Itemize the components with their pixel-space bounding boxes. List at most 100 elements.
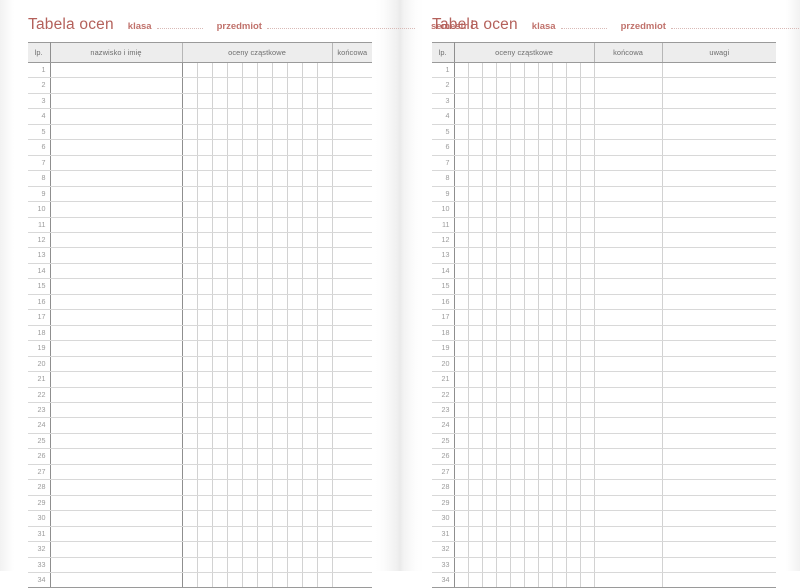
cell-grade[interactable] [467, 170, 482, 187]
cell-grade[interactable] [537, 557, 552, 573]
cell-grade[interactable] [256, 93, 272, 110]
cell-grade[interactable] [316, 278, 333, 295]
cell-notes[interactable] [661, 263, 777, 280]
cell-grade[interactable] [495, 93, 510, 110]
cell-grade[interactable] [241, 217, 257, 233]
cell-grade[interactable] [579, 510, 595, 527]
cell-grade[interactable] [196, 356, 212, 373]
cell-grade[interactable] [211, 387, 227, 403]
cell-grade[interactable] [565, 433, 580, 450]
cell-grade[interactable] [256, 479, 272, 496]
klasa-input[interactable] [560, 18, 607, 29]
cell-grade[interactable] [579, 278, 595, 295]
cell-grade[interactable] [579, 170, 595, 187]
cell-final-grade[interactable] [593, 170, 663, 187]
cell-grade[interactable] [316, 139, 333, 156]
cell-grade[interactable] [241, 124, 257, 141]
cell-grade[interactable] [453, 479, 468, 496]
cell-grade[interactable] [481, 108, 496, 125]
cell-grade[interactable] [537, 510, 552, 527]
cell-grade[interactable] [565, 541, 580, 558]
cell-grade[interactable] [579, 139, 595, 156]
cell-grade[interactable] [181, 186, 197, 203]
cell-grade[interactable] [241, 340, 257, 357]
cell-grade[interactable] [509, 495, 524, 512]
row-number[interactable]: 29 [432, 495, 455, 512]
cell-grade[interactable] [523, 263, 538, 280]
cell-grade[interactable] [316, 201, 333, 218]
cell-grade[interactable] [226, 448, 242, 465]
cell-grade[interactable] [316, 62, 333, 79]
cell-grade[interactable] [537, 448, 552, 465]
cell-grade[interactable] [551, 340, 566, 357]
cell-name[interactable] [49, 356, 182, 373]
cell-grade[interactable] [241, 526, 257, 543]
cell-grade[interactable] [523, 387, 538, 403]
cell-grade[interactable] [509, 340, 524, 357]
cell-grade[interactable] [453, 387, 468, 403]
row-number[interactable]: 15 [28, 278, 51, 295]
cell-grade[interactable] [481, 510, 496, 527]
cell-grade[interactable] [495, 170, 510, 187]
cell-grade[interactable] [211, 247, 227, 264]
cell-grade[interactable] [453, 77, 468, 94]
cell-grade[interactable] [226, 232, 242, 249]
row-number[interactable]: 13 [432, 247, 455, 264]
cell-grade[interactable] [551, 526, 566, 543]
cell-grade[interactable] [509, 77, 524, 94]
cell-name[interactable] [49, 155, 182, 172]
cell-grade[interactable] [537, 572, 552, 588]
cell-grade[interactable] [523, 448, 538, 465]
cell-grade[interactable] [196, 232, 212, 249]
cell-grade[interactable] [256, 77, 272, 94]
cell-grade[interactable] [301, 263, 317, 280]
cell-grade[interactable] [316, 572, 333, 588]
cell-grade[interactable] [453, 541, 468, 558]
cell-grade[interactable] [241, 402, 257, 419]
cell-grade[interactable] [211, 325, 227, 342]
row-number[interactable]: 34 [432, 572, 455, 588]
cell-grade[interactable] [196, 155, 212, 172]
row-number[interactable]: 10 [28, 201, 51, 218]
cell-final-grade[interactable] [331, 557, 373, 573]
cell-grade[interactable] [196, 417, 212, 434]
cell-grade[interactable] [579, 448, 595, 465]
cell-notes[interactable] [661, 464, 777, 481]
cell-notes[interactable] [661, 510, 777, 527]
cell-grade[interactable] [481, 139, 496, 156]
cell-grade[interactable] [467, 217, 482, 233]
cell-grade[interactable] [523, 325, 538, 342]
cell-grade[interactable] [523, 93, 538, 110]
cell-grade[interactable] [537, 356, 552, 373]
cell-grade[interactable] [509, 371, 524, 388]
cell-grade[interactable] [226, 433, 242, 450]
cell-grade[interactable] [551, 263, 566, 280]
cell-grade[interactable] [211, 557, 227, 573]
cell-grade[interactable] [537, 124, 552, 141]
cell-grade[interactable] [509, 572, 524, 588]
cell-grade[interactable] [226, 62, 242, 79]
cell-grade[interactable] [481, 557, 496, 573]
cell-grade[interactable] [301, 201, 317, 218]
cell-notes[interactable] [661, 232, 777, 249]
cell-grade[interactable] [579, 572, 595, 588]
cell-grade[interactable] [316, 294, 333, 311]
cell-grade[interactable] [579, 557, 595, 573]
cell-grade[interactable] [509, 510, 524, 527]
cell-grade[interactable] [286, 340, 302, 357]
cell-grade[interactable] [286, 387, 302, 403]
cell-grade[interactable] [537, 155, 552, 172]
cell-grade[interactable] [211, 263, 227, 280]
cell-name[interactable] [49, 433, 182, 450]
cell-name[interactable] [49, 557, 182, 573]
cell-grade[interactable] [565, 294, 580, 311]
cell-grade[interactable] [301, 155, 317, 172]
cell-grade[interactable] [226, 247, 242, 264]
row-number[interactable]: 4 [432, 108, 455, 125]
cell-grade[interactable] [453, 217, 468, 233]
cell-grade[interactable] [211, 433, 227, 450]
cell-grade[interactable] [181, 201, 197, 218]
row-number[interactable]: 33 [28, 557, 51, 573]
cell-final-grade[interactable] [331, 526, 373, 543]
row-number[interactable]: 6 [28, 139, 51, 156]
